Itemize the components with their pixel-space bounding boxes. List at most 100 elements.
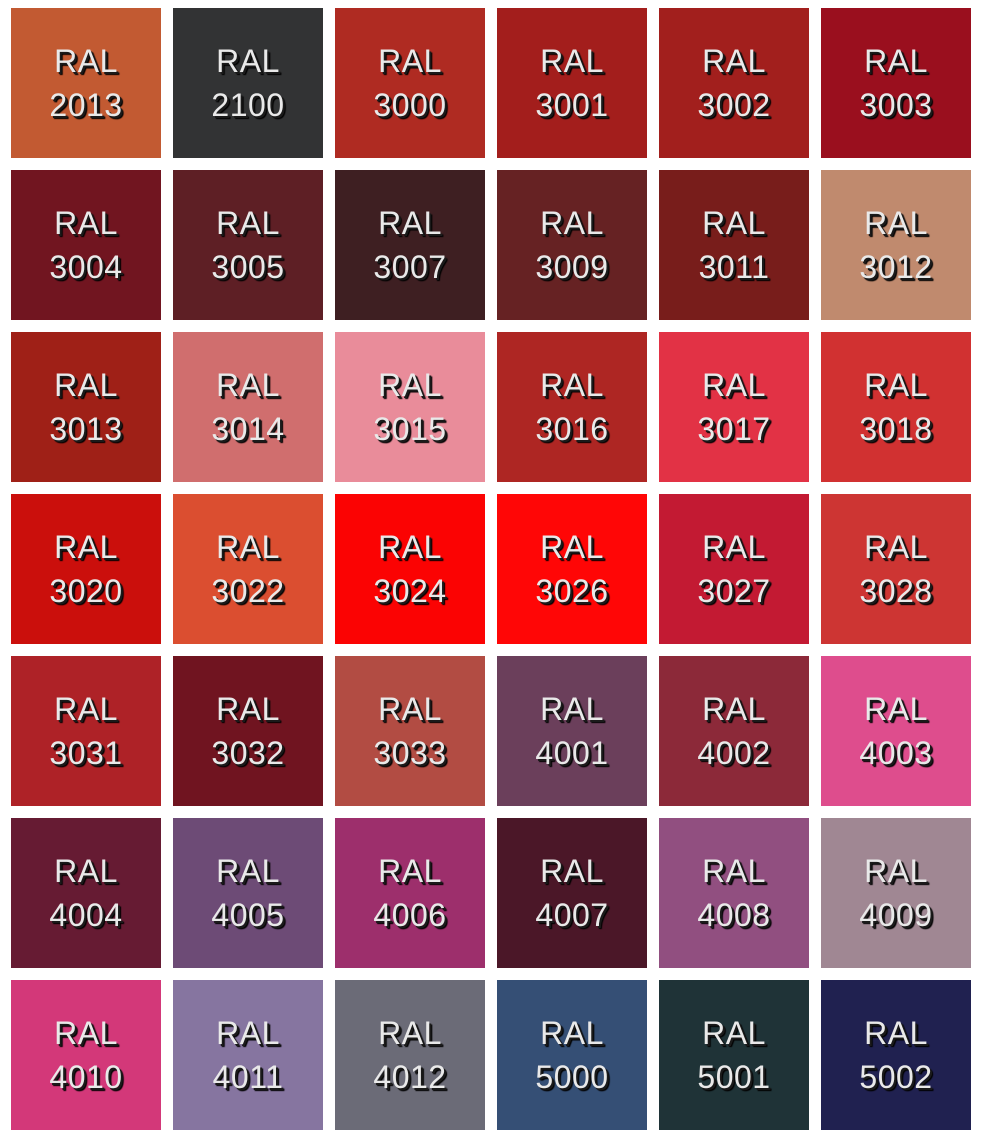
- color-swatch: RAL 3007: [335, 170, 485, 320]
- swatch-prefix: RAL: [864, 43, 928, 79]
- color-swatch: RAL 3000: [335, 8, 485, 158]
- swatch-prefix: RAL: [54, 1015, 118, 1051]
- color-swatch: RAL 4012: [335, 980, 485, 1130]
- color-swatch: RAL 2100: [173, 8, 323, 158]
- swatch-code: 3017: [697, 411, 771, 447]
- swatch-code: 2100: [211, 87, 285, 123]
- color-swatch: RAL 4003: [821, 656, 971, 806]
- swatch-prefix: RAL: [378, 205, 442, 241]
- swatch-prefix: RAL: [54, 691, 118, 727]
- swatch-code: 3003: [859, 87, 933, 123]
- color-swatch: RAL 3031: [11, 656, 161, 806]
- color-swatch: RAL 3001: [497, 8, 647, 158]
- color-swatch: RAL 3003: [821, 8, 971, 158]
- swatch-code: 4002: [697, 735, 771, 771]
- swatch-code: 3015: [373, 411, 447, 447]
- swatch-code: 3028: [859, 573, 933, 609]
- color-swatch: RAL 3005: [173, 170, 323, 320]
- swatch-prefix: RAL: [378, 367, 442, 403]
- swatch-code: 4005: [211, 897, 285, 933]
- swatch-prefix: RAL: [702, 1015, 766, 1051]
- color-swatch: RAL 3013: [11, 332, 161, 482]
- swatch-code: 3020: [49, 573, 123, 609]
- color-swatch: RAL 4006: [335, 818, 485, 968]
- swatch-prefix: RAL: [864, 529, 928, 565]
- color-swatch: RAL 3026: [497, 494, 647, 644]
- swatch-code: 3001: [535, 87, 609, 123]
- color-swatch: RAL 2013: [11, 8, 161, 158]
- swatch-code: 5002: [859, 1059, 933, 1095]
- swatch-code: 4006: [373, 897, 447, 933]
- swatch-prefix: RAL: [54, 853, 118, 889]
- swatch-prefix: RAL: [54, 529, 118, 565]
- color-swatch: RAL 4001: [497, 656, 647, 806]
- swatch-code: 5000: [535, 1059, 609, 1095]
- color-swatch: RAL 3022: [173, 494, 323, 644]
- color-swatch: RAL 3004: [11, 170, 161, 320]
- swatch-prefix: RAL: [864, 691, 928, 727]
- color-swatch: RAL 3032: [173, 656, 323, 806]
- swatch-prefix: RAL: [216, 691, 280, 727]
- swatch-prefix: RAL: [702, 529, 766, 565]
- swatch-code: 3022: [211, 573, 285, 609]
- swatch-code: 3009: [535, 249, 609, 285]
- ral-color-grid: RAL 2013 RAL 2100 RAL 3000 RAL 3001 RAL 3002 …: [11, 8, 971, 1130]
- swatch-code: 3005: [211, 249, 285, 285]
- color-swatch: RAL 5002: [821, 980, 971, 1130]
- swatch-prefix: RAL: [216, 1015, 280, 1051]
- swatch-prefix: RAL: [54, 367, 118, 403]
- swatch-prefix: RAL: [540, 367, 604, 403]
- color-swatch: RAL 3018: [821, 332, 971, 482]
- swatch-prefix: RAL: [378, 529, 442, 565]
- color-swatch: RAL 5001: [659, 980, 809, 1130]
- swatch-code: 4008: [697, 897, 771, 933]
- color-swatch: RAL 3020: [11, 494, 161, 644]
- swatch-code: 3000: [373, 87, 447, 123]
- swatch-prefix: RAL: [216, 205, 280, 241]
- color-swatch: RAL 4004: [11, 818, 161, 968]
- swatch-code: 3016: [535, 411, 609, 447]
- color-swatch: RAL 4011: [173, 980, 323, 1130]
- swatch-code: 4004: [49, 897, 123, 933]
- swatch-prefix: RAL: [702, 205, 766, 241]
- swatch-prefix: RAL: [540, 853, 604, 889]
- swatch-prefix: RAL: [378, 691, 442, 727]
- swatch-prefix: RAL: [540, 205, 604, 241]
- swatch-code: 3027: [697, 573, 771, 609]
- swatch-prefix: RAL: [378, 1015, 442, 1051]
- color-swatch: RAL 3012: [821, 170, 971, 320]
- swatch-code: 3011: [698, 249, 770, 285]
- swatch-code: 3031: [49, 735, 123, 771]
- swatch-code: 4010: [49, 1059, 123, 1095]
- swatch-prefix: RAL: [702, 367, 766, 403]
- swatch-code: 3013: [49, 411, 123, 447]
- color-swatch: RAL 5000: [497, 980, 647, 1130]
- swatch-prefix: RAL: [216, 529, 280, 565]
- color-swatch: RAL 3017: [659, 332, 809, 482]
- swatch-code: 3014: [211, 411, 285, 447]
- color-swatch: RAL 3002: [659, 8, 809, 158]
- swatch-code: 3007: [373, 249, 447, 285]
- swatch-code: 3004: [49, 249, 123, 285]
- color-swatch: RAL 4007: [497, 818, 647, 968]
- swatch-prefix: RAL: [864, 205, 928, 241]
- swatch-code: 4012: [373, 1059, 447, 1095]
- color-swatch: RAL 3024: [335, 494, 485, 644]
- color-swatch: RAL 4002: [659, 656, 809, 806]
- swatch-code: 2013: [49, 87, 123, 123]
- swatch-code: 3012: [859, 249, 933, 285]
- swatch-prefix: RAL: [216, 853, 280, 889]
- swatch-code: 4001: [535, 735, 609, 771]
- swatch-code: 3002: [697, 87, 771, 123]
- swatch-code: 3018: [859, 411, 933, 447]
- color-swatch: RAL 4009: [821, 818, 971, 968]
- swatch-prefix: RAL: [702, 43, 766, 79]
- swatch-prefix: RAL: [54, 43, 118, 79]
- swatch-code: 3024: [373, 573, 447, 609]
- color-swatch: RAL 3016: [497, 332, 647, 482]
- color-swatch: RAL 3028: [821, 494, 971, 644]
- color-swatch: RAL 3009: [497, 170, 647, 320]
- swatch-code: 4007: [535, 897, 609, 933]
- swatch-prefix: RAL: [864, 367, 928, 403]
- swatch-code: 4009: [859, 897, 933, 933]
